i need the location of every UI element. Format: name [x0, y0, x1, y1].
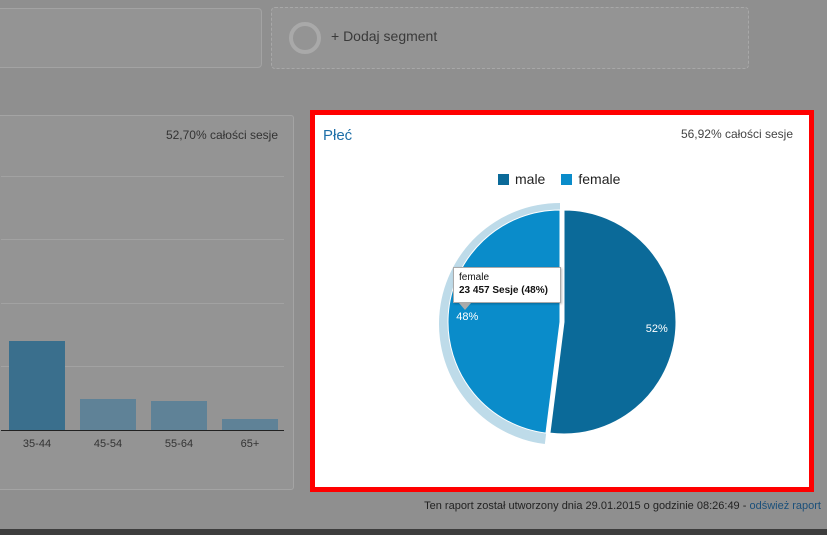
pie-slice-male[interactable] — [549, 209, 677, 435]
age-bar-45-54[interactable] — [80, 399, 136, 430]
age-bar-65+[interactable] — [222, 419, 278, 430]
footer-text: Ten raport został utworzony dnia 29.01.2… — [424, 500, 750, 512]
pie-chart: 52% 48% — [439, 203, 677, 445]
add-segment-circle-icon — [289, 22, 321, 54]
x-axis — [1, 430, 284, 431]
grid-line — [1, 303, 284, 304]
tooltip-arrow — [459, 303, 471, 310]
grid-line — [1, 239, 284, 240]
chart-legend: male female — [498, 171, 620, 187]
gender-panel: Płeć 56,92% całości sesje male female 52… — [310, 110, 814, 492]
refresh-report-link[interactable]: odśwież raport — [749, 500, 821, 512]
pie-tooltip: female 23 457 Sesje (48%) — [453, 267, 561, 303]
age-bar-55-64[interactable] — [151, 401, 207, 430]
age-tick-label: 65+ — [240, 438, 260, 450]
age-sessions-pct: 52,70% całości sesje — [165, 128, 278, 142]
age-tick-label: 55-64 — [164, 438, 194, 450]
tooltip-value: 23 457 Sesje (48%) — [459, 285, 548, 296]
add-segment-label: + Dodaj segment — [331, 28, 438, 44]
gender-sessions-pct: 56,92% całości sesje — [680, 127, 793, 141]
legend-swatch-female — [561, 173, 573, 185]
tooltip-series: female — [459, 272, 490, 283]
legend-label-male: male — [515, 171, 546, 187]
grid-line — [1, 366, 284, 367]
legend-label-female: female — [578, 171, 621, 187]
age-tick-label: 45-54 — [93, 438, 123, 450]
legend-item-female[interactable]: female — [561, 171, 620, 187]
legend-swatch-male — [498, 173, 509, 185]
age-bar-35-44[interactable] — [9, 341, 65, 430]
pie-label-female: 48% — [456, 311, 478, 323]
report-footer: Ten raport został utworzony dnia 29.01.2… — [424, 500, 821, 512]
pie-label-male: 52% — [646, 323, 668, 335]
legend-item-male[interactable]: male — [498, 171, 545, 187]
age-chart-card: 52,70% całości sesje 35-44 45-54 55-64 65+ — [0, 115, 294, 490]
grid-line — [1, 176, 284, 177]
segment-card[interactable] — [0, 8, 262, 68]
add-segment-button[interactable]: + Dodaj segment — [271, 7, 749, 69]
panel-title: Płeć — [323, 127, 353, 144]
bottom-bar — [0, 529, 827, 535]
pie-slice-female[interactable] — [447, 209, 561, 434]
age-tick-label: 35-44 — [22, 438, 52, 450]
